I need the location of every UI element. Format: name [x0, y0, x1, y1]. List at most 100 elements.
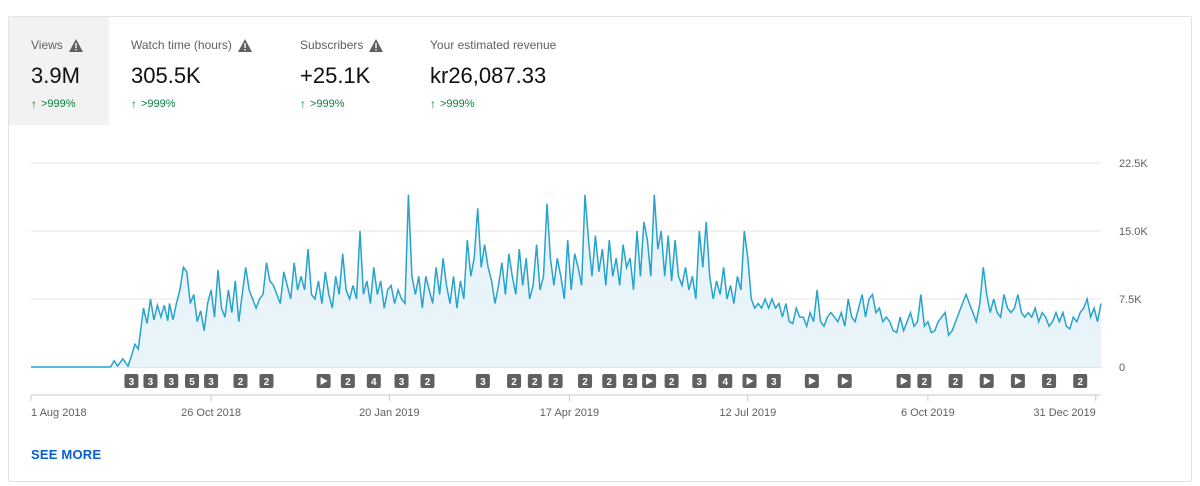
metric-delta-value: >999% [41, 98, 76, 110]
video-marker-count[interactable]: 3 [475, 374, 490, 388]
video-marker-play[interactable] [1010, 374, 1025, 388]
play-icon [808, 377, 816, 385]
video-marker-count[interactable]: 2 [548, 374, 563, 388]
video-marker-count[interactable]: 2 [578, 374, 593, 388]
video-marker-count[interactable]: 2 [527, 374, 542, 388]
marker-box [623, 374, 638, 388]
chart-series-line[interactable] [31, 194, 1102, 368]
marker-count: 2 [582, 377, 588, 388]
video-marker-count[interactable]: 2 [948, 374, 963, 388]
play-icon [320, 377, 328, 385]
y-tick-label: 22.5K [1119, 158, 1148, 170]
marker-count: 2 [511, 377, 517, 388]
x-tick-label: 12 Jul 2019 [719, 407, 776, 419]
marker-count: 3 [129, 377, 135, 388]
video-marker-count[interactable]: 2 [1042, 374, 1057, 388]
marker-count: 2 [607, 377, 613, 388]
video-marker-count[interactable]: 2 [420, 374, 435, 388]
arrow-up-icon: ↑ [31, 97, 37, 111]
x-tick-label: 17 Apr 2019 [540, 407, 599, 419]
metric-label: Subscribers [300, 38, 364, 52]
marker-box [664, 374, 679, 388]
video-marker-count[interactable]: 4 [366, 374, 381, 388]
arrow-up-icon: ↑ [300, 97, 306, 111]
marker-box [917, 374, 932, 388]
marker-box [185, 374, 200, 388]
video-marker-play[interactable] [642, 374, 657, 388]
marker-box [1042, 374, 1057, 388]
marker-box [259, 374, 274, 388]
marker-count: 2 [669, 377, 675, 388]
video-marker-play[interactable] [804, 374, 819, 388]
video-marker-count[interactable]: 3 [204, 374, 219, 388]
metric-revenue-tab[interactable]: Your estimated revenue kr26,087.33 ↑ >99… [430, 17, 620, 125]
video-marker-count[interactable]: 2 [664, 374, 679, 388]
marker-count: 3 [208, 377, 214, 388]
play-icon [841, 377, 849, 385]
video-marker-count[interactable]: 2 [623, 374, 638, 388]
arrow-up-icon: ↑ [131, 97, 137, 111]
y-tick-label: 0 [1119, 362, 1125, 374]
marker-count: 4 [371, 377, 377, 388]
views-chart[interactable]: 3 3 3 5 3 2 2 2 4 3 2 3 2 2 2 2 2 2 2 3 4 3 2 2 2 2 1 Aug 2018 26 … [9, 17, 1193, 437]
play-icon [646, 377, 654, 385]
marker-count: 3 [771, 377, 777, 388]
video-marker-count[interactable]: 5 [185, 374, 200, 388]
marker-box [948, 374, 963, 388]
video-marker-count[interactable]: 2 [259, 374, 274, 388]
video-marker-count[interactable]: 3 [394, 374, 409, 388]
metric-views-label-row: Views [31, 37, 109, 53]
metric-subscribers-tab[interactable]: Subscribers +25.1K ↑ >999% [300, 17, 420, 125]
marker-count: 4 [723, 377, 729, 388]
metric-value: 3.9M [31, 63, 80, 88]
video-marker-count[interactable]: 2 [602, 374, 617, 388]
marker-count: 2 [532, 377, 538, 388]
play-icon [746, 377, 754, 385]
metric-watch-time-tab[interactable]: Watch time (hours) 305.5K ↑ >999% [131, 17, 291, 125]
marker-count: 2 [345, 377, 351, 388]
metric-delta: ↑ >999% [131, 97, 291, 111]
x-tick-label: 6 Oct 2019 [901, 407, 955, 419]
video-marker-count[interactable]: 2 [233, 374, 248, 388]
metric-delta: ↑ >999% [430, 97, 620, 111]
video-marker-play[interactable] [896, 374, 911, 388]
video-marker-count[interactable]: 4 [718, 374, 733, 388]
see-more-link[interactable]: SEE MORE [31, 447, 102, 462]
x-tick-label: 20 Jan 2019 [359, 407, 420, 419]
video-marker-count[interactable]: 2 [340, 374, 355, 388]
video-marker-count[interactable]: 3 [692, 374, 707, 388]
play-icon [983, 377, 991, 385]
arrow-up-icon: ↑ [430, 97, 436, 111]
warning-icon [369, 38, 384, 52]
marker-box [143, 374, 158, 388]
marker-box [164, 374, 179, 388]
marker-box [578, 374, 593, 388]
play-icon [900, 377, 908, 385]
marker-count: 3 [148, 377, 154, 388]
metric-views-tab[interactable]: Views 3.9M ↑ >999% [9, 17, 109, 125]
marker-count: 2 [425, 377, 431, 388]
video-marker-count[interactable]: 2 [507, 374, 522, 388]
metric-delta-value: >999% [310, 98, 345, 110]
marker-count: 3 [399, 377, 405, 388]
x-tick-label: 1 Aug 2018 [31, 407, 87, 419]
video-marker-play[interactable] [979, 374, 994, 388]
metric-revenue-label-row: Your estimated revenue [430, 37, 620, 53]
marker-box [394, 374, 409, 388]
marker-box [602, 374, 617, 388]
marker-count: 5 [189, 377, 195, 388]
marker-box [692, 374, 707, 388]
video-marker-play[interactable] [837, 374, 852, 388]
video-marker-play[interactable] [742, 374, 757, 388]
marker-box [718, 374, 733, 388]
video-marker-count[interactable]: 3 [124, 374, 139, 388]
video-marker-count[interactable]: 3 [164, 374, 179, 388]
video-marker-count[interactable]: 2 [917, 374, 932, 388]
video-marker-count[interactable]: 3 [143, 374, 158, 388]
video-marker-play[interactable] [316, 374, 331, 388]
video-marker-count[interactable]: 3 [766, 374, 781, 388]
video-marker-count[interactable]: 2 [1073, 374, 1088, 388]
y-tick-label: 15.0K [1119, 226, 1148, 238]
marker-count: 2 [238, 377, 244, 388]
marker-box [507, 374, 522, 388]
